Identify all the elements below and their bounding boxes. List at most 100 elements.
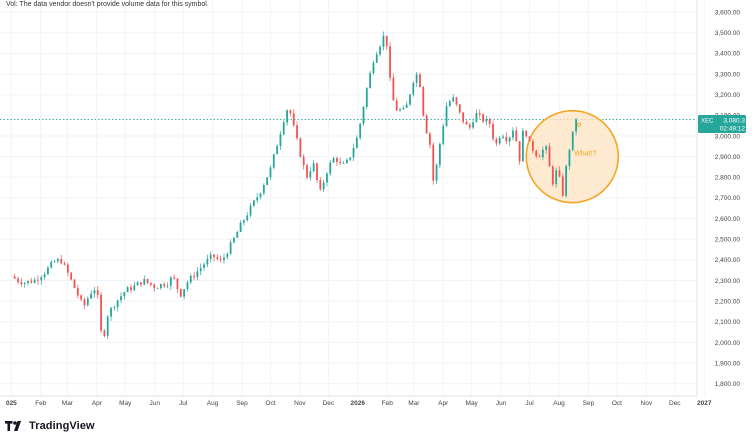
candles [13,31,577,340]
candle-body [342,162,345,164]
candle-body [233,237,235,243]
candle-body [326,173,328,183]
candle-body [575,119,577,132]
candle-body [163,284,166,287]
candle-body [27,280,29,284]
candle-body [126,287,129,293]
candle-body [385,35,388,47]
candle-body [286,110,288,123]
candle-body [306,165,308,178]
candle-body [538,156,541,158]
candle-body [43,274,46,278]
x-tick-label: May [466,400,479,407]
candle-body [551,166,554,185]
candle-body [389,46,391,78]
price-tag-box [698,115,746,133]
candle-body [535,150,538,157]
candle-body [73,279,76,289]
candle-body [395,100,398,111]
tradingview-logo[interactable]: TradingView [5,420,95,432]
candle-body [213,254,215,258]
candle-body [392,77,395,101]
candle-body [505,136,508,142]
candle-body [252,200,255,206]
candle-body [156,288,159,289]
y-tick-label: 2,600.00 [715,216,741,223]
candle-body [33,279,36,283]
candle-body [249,205,252,216]
annotation[interactable]: What!? [525,109,620,204]
candle-body [309,171,312,178]
candle-body [448,101,451,106]
candle-body [179,288,182,297]
candle-body [166,285,169,287]
y-tick-label: 2,200.00 [715,298,741,305]
x-tick-label: Aug [553,400,565,407]
candle-body [561,176,564,196]
candle-body [80,295,83,300]
candle-body [319,180,322,190]
candle-body [518,141,521,162]
candle-body [23,283,26,285]
candle-body [186,282,189,290]
candle-body [17,278,19,283]
candle-body [468,124,471,128]
candle-body [365,88,368,107]
candle-body [90,293,93,299]
y-tick-label: 2,700.00 [715,195,741,202]
candle-body [246,215,249,221]
candle-body [362,106,365,124]
tradingview-logo-icon [5,421,21,431]
y-tick-label: 2,900.00 [715,154,741,161]
x-tick-label: Dec [323,400,335,407]
candle-body [355,137,358,149]
candle-body [93,290,96,294]
x-tick-label: Oct [265,400,275,407]
candle-body [203,264,205,268]
candle-body [409,94,411,105]
candle-body [223,257,225,261]
candle-body [159,284,162,289]
y-tick-label: 3,600.00 [715,9,741,16]
x-tick-label: 2027 [697,400,712,407]
candle-body [339,161,342,164]
x-tick-label: Jun [149,400,160,407]
candle-body [329,162,332,174]
candle-body [239,222,242,233]
x-tick-label: May [119,400,132,407]
candle-body [130,287,132,291]
candle-body [399,109,401,111]
candle-body [455,97,458,105]
candle-body [379,46,381,55]
candle-body [53,261,56,263]
candle-body [296,125,298,139]
x-tick-label: Dec [669,400,681,407]
last-price-tag: XEC 3,080.3 02:49:12 [698,115,746,133]
annotation-circle[interactable] [525,109,620,204]
candle-body [60,259,63,264]
y-tick-label: 3,300.00 [715,71,741,78]
candle-body [548,146,551,167]
y-tick-label: 2,100.00 [715,319,741,326]
candle-body [345,159,348,163]
candle-body [123,292,126,297]
candle-body [528,136,531,142]
candle-body [525,130,528,137]
candle-body [515,130,518,142]
time-axis[interactable]: 025 Feb Mar Apr May Jun Jul Aug Sep Oct Nov Dec 2026… [6,400,712,407]
candle-body [316,163,318,181]
x-tick-label: Mar [408,400,420,407]
candle-body [419,74,421,87]
candle-body [266,177,269,186]
candle-body [555,170,558,185]
candle-body [352,148,355,158]
candle-body [282,122,285,135]
x-tick-label: 025 [6,400,17,407]
y-tick-label: 2,500.00 [715,237,741,244]
candle-body [478,112,481,115]
candle-body [103,330,106,336]
candle-body [193,275,195,278]
candle-body [173,277,176,279]
candle-body [545,146,548,150]
